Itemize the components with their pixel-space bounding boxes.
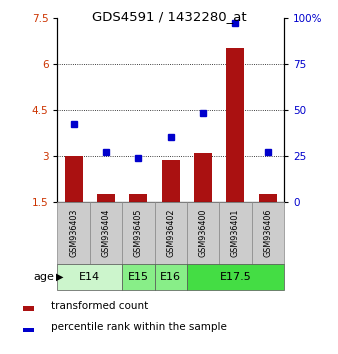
Bar	[97, 194, 115, 202]
Text: GSM936401: GSM936401	[231, 209, 240, 257]
Text: GSM936400: GSM936400	[198, 209, 208, 257]
Bar	[122, 264, 154, 290]
Bar	[23, 306, 34, 311]
Text: transformed count: transformed count	[51, 301, 148, 311]
Bar	[251, 202, 284, 264]
Bar	[219, 202, 251, 264]
Bar	[154, 202, 187, 264]
Text: E14: E14	[79, 272, 100, 282]
Bar	[23, 327, 34, 332]
Text: GSM936406: GSM936406	[263, 209, 272, 257]
Text: GSM936405: GSM936405	[134, 209, 143, 257]
Text: E15: E15	[128, 272, 149, 282]
Bar	[194, 153, 212, 202]
Bar	[259, 194, 276, 202]
Text: percentile rank within the sample: percentile rank within the sample	[51, 322, 227, 332]
Bar	[187, 264, 284, 290]
Text: GDS4591 / 1432280_at: GDS4591 / 1432280_at	[92, 10, 246, 23]
Bar	[90, 202, 122, 264]
Bar	[122, 202, 154, 264]
Bar	[162, 160, 179, 202]
Text: GSM936402: GSM936402	[166, 209, 175, 257]
Text: GSM936404: GSM936404	[101, 209, 111, 257]
Text: age: age	[33, 272, 54, 282]
Bar	[187, 202, 219, 264]
Bar	[57, 202, 90, 264]
Bar	[129, 194, 147, 202]
Text: E16: E16	[160, 272, 181, 282]
Bar	[65, 156, 82, 202]
Text: GSM936403: GSM936403	[69, 209, 78, 257]
Bar	[226, 48, 244, 202]
Text: E17.5: E17.5	[219, 272, 251, 282]
Bar	[154, 264, 187, 290]
Bar	[57, 264, 122, 290]
Text: ▶: ▶	[56, 272, 63, 282]
